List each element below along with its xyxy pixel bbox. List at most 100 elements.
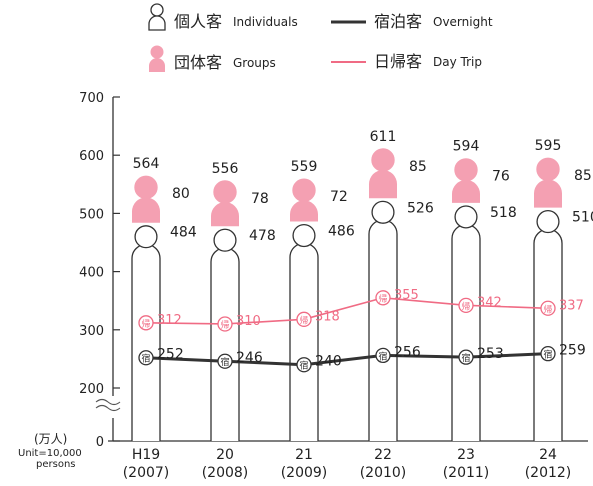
bar-groups-head xyxy=(292,178,316,202)
daytrip-value-label: 312 xyxy=(157,313,182,328)
x-category-year: (2007) xyxy=(123,465,170,481)
label-individuals: 510 xyxy=(572,210,593,226)
bar-groups-head xyxy=(454,158,478,182)
overnight-marker-glyph: 宿 xyxy=(141,353,150,365)
y-tick-label: 700 xyxy=(79,91,104,106)
y-tick-label: 300 xyxy=(79,324,104,339)
overnight-marker xyxy=(217,353,233,369)
legend-groups-jp: 団体客 xyxy=(174,53,222,72)
overnight-marker xyxy=(540,346,556,362)
overnight-value-label: 253 xyxy=(477,346,504,362)
bar-individuals xyxy=(368,219,398,441)
bars xyxy=(131,148,563,441)
label-individuals: 484 xyxy=(170,225,197,241)
legend-individuals-en: Individuals xyxy=(233,15,298,29)
label-total: 556 xyxy=(212,161,239,177)
daytrip-marker xyxy=(540,300,556,316)
x-category: 20 xyxy=(216,447,234,463)
overnight-value-label: 246 xyxy=(236,350,263,366)
x-categories: H19 (2007) 20 (2008) 21 (2009) 22 (2010) 23 (2011… xyxy=(123,447,572,481)
unit-label: (万人) Unit=10,000 persons xyxy=(18,432,82,470)
bar-individuals-head xyxy=(371,200,395,224)
daytrip-marker-glyph: 帰 xyxy=(220,319,229,331)
legend-individuals-jp: 個人客 xyxy=(174,12,222,31)
x-category-year: (2008) xyxy=(202,465,249,481)
bar-groups-body xyxy=(534,179,562,208)
unit-jp: (万人) xyxy=(34,432,67,446)
label-total: 564 xyxy=(133,156,160,172)
overnight-value-label: 256 xyxy=(394,344,421,360)
x-category-year: (2010) xyxy=(360,465,407,481)
bar-individuals xyxy=(131,243,161,441)
overnight-line xyxy=(145,352,549,367)
data-labels: 564 80 484 556 78 478 559 72 486 611 85 526 594 76 518… xyxy=(133,129,593,370)
y-tick-label: 200 xyxy=(79,382,104,397)
y-tick-label: 0 xyxy=(96,435,104,450)
bar-groups-head xyxy=(134,175,158,200)
y-tick-label: 400 xyxy=(79,266,104,281)
bar-individuals xyxy=(289,242,319,441)
daytrip-marker-glyph: 帰 xyxy=(141,318,150,330)
overnight-marker-glyph: 宿 xyxy=(220,356,229,368)
label-total: 559 xyxy=(291,159,318,175)
label-total: 611 xyxy=(370,129,397,145)
bar-groups-body xyxy=(452,179,480,203)
y-tick-label: 500 xyxy=(79,207,104,222)
overnight-value-label: 259 xyxy=(559,343,586,359)
bar-individuals-head xyxy=(292,223,316,248)
daytrip-line xyxy=(145,296,549,325)
unit-en-line1: Unit=10,000 xyxy=(18,448,82,459)
x-category-year: (2011) xyxy=(443,465,490,481)
daytrip-value-label: 342 xyxy=(477,295,502,310)
bar-groups-body xyxy=(369,170,397,199)
daytrip-marker xyxy=(217,316,233,332)
legend-overnight-en: Overnight xyxy=(433,15,493,29)
daytrip-marker xyxy=(296,311,312,327)
overnight-marker xyxy=(138,350,154,366)
x-category: 22 xyxy=(374,447,392,463)
legend-daytrip-jp: 日帰客 xyxy=(374,52,422,71)
daytrip-marker-glyph: 帰 xyxy=(461,300,470,312)
bar-individuals-head xyxy=(454,205,478,229)
bar-individuals xyxy=(210,247,240,441)
bar-individuals-head xyxy=(536,210,560,234)
overnight-marker xyxy=(296,357,312,373)
bar-individuals-head xyxy=(134,225,158,249)
daytrip-marker xyxy=(138,315,154,331)
x-category-year: (2009) xyxy=(281,465,328,481)
label-groups: 85 xyxy=(409,159,427,175)
label-groups: 85 xyxy=(574,168,592,184)
legend-daytrip: 日帰客 Day Trip xyxy=(331,52,482,71)
daytrip-value-label: 355 xyxy=(394,288,419,303)
x-category: 24 xyxy=(539,447,557,463)
label-total: 595 xyxy=(535,138,562,154)
label-groups: 72 xyxy=(330,189,348,205)
overnight-marker xyxy=(458,349,474,365)
bar-groups-body xyxy=(211,202,239,227)
overnight-marker-glyph: 宿 xyxy=(299,360,308,372)
person-outline-icon xyxy=(148,3,166,31)
daytrip-marker-glyph: 帰 xyxy=(378,293,387,305)
y-ticks: 0 200 300 400 500 600 700 xyxy=(79,91,120,450)
legend-groups-en: Groups xyxy=(233,56,276,70)
bar-individuals xyxy=(451,224,481,441)
daytrip-marker-glyph: 帰 xyxy=(543,303,552,315)
daytrip-value-label: 337 xyxy=(559,298,584,313)
unit-en-line2: persons xyxy=(36,459,76,470)
bar-groups-head xyxy=(371,148,395,172)
label-groups: 76 xyxy=(492,169,510,185)
daytrip-marker xyxy=(375,290,391,306)
overnight-marker-glyph: 宿 xyxy=(378,350,387,362)
label-total: 594 xyxy=(453,139,480,155)
daytrip-value-label: 318 xyxy=(315,309,340,324)
bar-groups-body xyxy=(290,200,318,222)
legend-groups: 団体客 Groups xyxy=(149,45,276,72)
label-individuals: 478 xyxy=(249,228,276,244)
legend-overnight: 宿泊客 Overnight xyxy=(331,12,493,31)
overnight-marker-glyph: 宿 xyxy=(543,349,552,361)
legend-daytrip-en: Day Trip xyxy=(433,55,482,69)
bar-individuals xyxy=(533,228,563,441)
x-category: 23 xyxy=(457,447,475,463)
x-category: H19 xyxy=(132,447,160,463)
legend-overnight-jp: 宿泊客 xyxy=(374,12,422,31)
